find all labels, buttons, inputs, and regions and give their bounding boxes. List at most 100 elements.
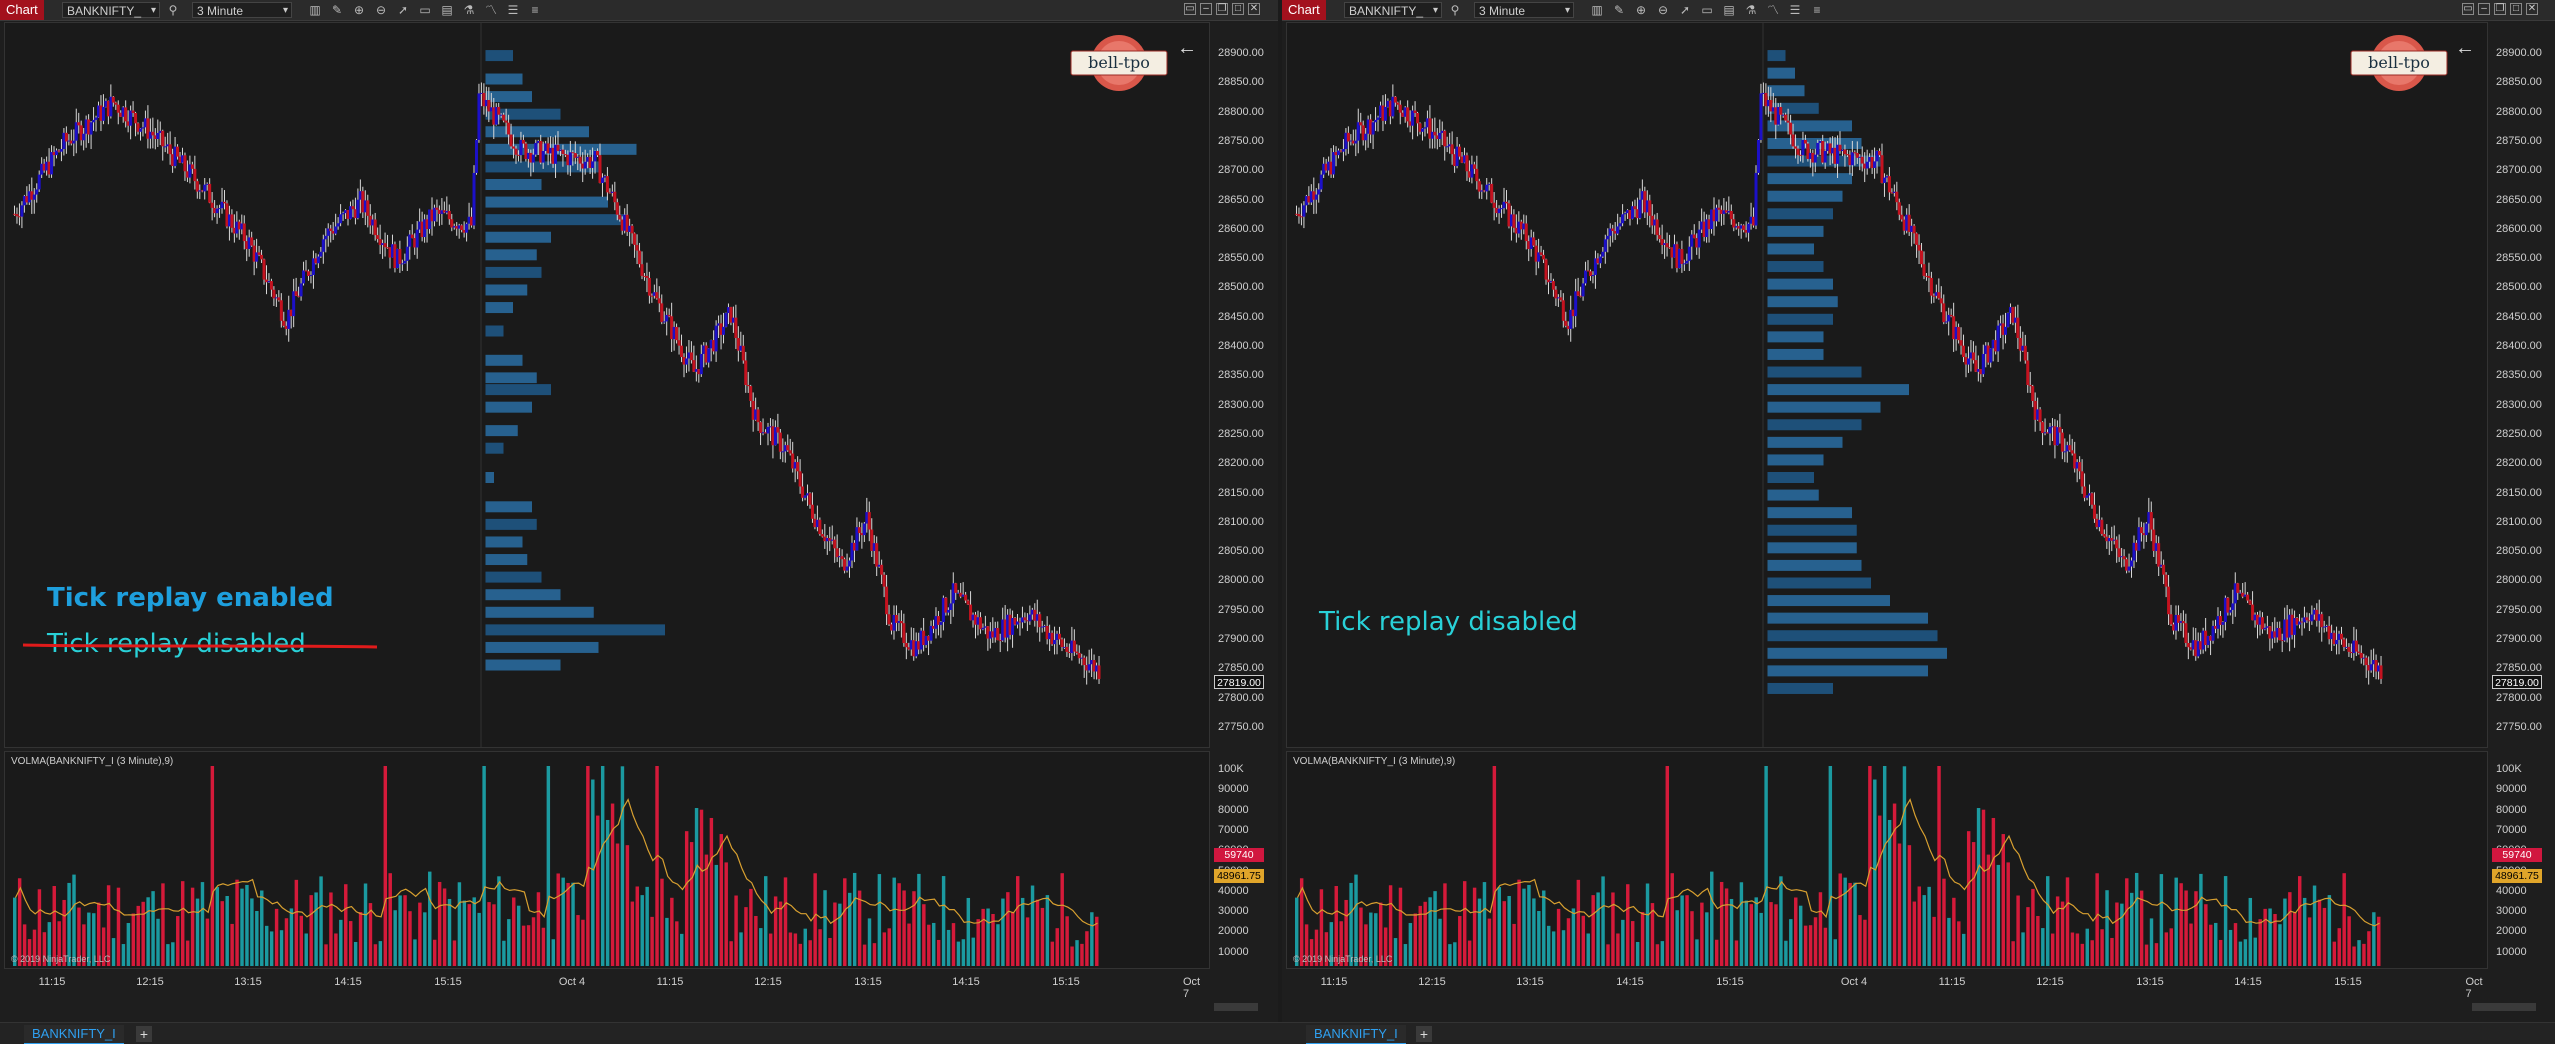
candle-body (2080, 471, 2084, 487)
templates-icon[interactable]: ▤ (1723, 3, 1735, 17)
properties-icon[interactable]: ☰ (507, 3, 519, 17)
price-tick-label: 28150.00 (1218, 486, 1264, 499)
volume-bar (1095, 916, 1099, 966)
minimize-icon[interactable]: – (2478, 3, 2490, 15)
list-icon[interactable]: ≡ (531, 3, 539, 17)
candle-body (1030, 609, 1034, 615)
profile-bar (1766, 277, 1834, 291)
volume-bar (1774, 904, 1778, 966)
price-tick-label: 28450.00 (2496, 310, 2542, 323)
price-panel[interactable]: bell-tpo ← Tick replay disabled (1286, 22, 2488, 748)
time-axis[interactable]: 11:15 12:15 13:15 14:15 15:15 Oct 4 11:15 12:15… (4, 972, 1210, 1000)
close-icon[interactable]: ✕ (1248, 3, 1260, 15)
search-icon[interactable]: ⚲ (168, 3, 178, 17)
candle-body (647, 277, 651, 296)
candle-body (1374, 119, 1378, 123)
minimize-icon[interactable]: – (1200, 3, 1212, 15)
candle-body (390, 244, 394, 258)
price-panel[interactable]: bell-tpo ← Tick replay enabled Tick repl… (4, 22, 1210, 748)
candle-body (1309, 191, 1313, 203)
volume-bar (1655, 944, 1660, 966)
volume-bar (477, 912, 481, 966)
close-icon[interactable]: ✕ (2526, 3, 2538, 15)
scrollbar[interactable] (2472, 1003, 2536, 1011)
tile-icon[interactable]: ▭ (2462, 3, 2474, 15)
volume-bar (47, 922, 52, 966)
zoom-in-icon[interactable]: ⊕ (1635, 3, 1647, 17)
volume-tick-label: 10000 (1218, 945, 1249, 958)
candle-body (1680, 248, 1684, 264)
strategies-icon[interactable]: ⚗ (463, 3, 475, 17)
zoom-out-icon[interactable]: ⊖ (375, 3, 387, 17)
candle-body (2347, 646, 2351, 652)
candle-body (1576, 291, 1580, 296)
candle-body (744, 360, 748, 385)
profile-bar (1766, 594, 1891, 608)
candle-body (1601, 251, 1605, 257)
draw-tool-icon[interactable]: ✎ (331, 3, 343, 17)
volume-bar (314, 892, 318, 966)
price-axis[interactable]: 28900.00 28850.00 28800.00 28750.00 28700.00… (1212, 22, 1266, 969)
volume-bar (1324, 932, 1329, 966)
add-tab-button[interactable]: + (136, 1026, 152, 1042)
candle-body (1016, 621, 1020, 625)
properties-icon[interactable]: ☰ (1789, 3, 1801, 17)
price-axis[interactable]: 28900.00 28850.00 28800.00 28750.00 28700.00… (2490, 22, 2544, 969)
bars-type-icon[interactable]: ▥ (1591, 3, 1603, 17)
volume-bar (77, 907, 81, 966)
restore-icon[interactable]: ❐ (2494, 3, 2506, 15)
instrument-select[interactable]: BANKNIFTY_ ▾ (1344, 2, 1442, 18)
zoom-in-icon[interactable]: ⊕ (353, 3, 365, 17)
pointer-icon[interactable]: ➚ (1679, 3, 1691, 17)
profile-bar (484, 49, 514, 63)
candle-body (848, 560, 852, 567)
pointer-icon[interactable]: ➚ (397, 3, 409, 17)
indicators-icon[interactable]: 〽 (484, 3, 497, 17)
candle-body (383, 243, 387, 248)
volume-bar (2204, 904, 2208, 966)
instrument-select[interactable]: BANKNIFTY_ ▾ (62, 2, 160, 18)
candle-body (1487, 183, 1491, 185)
volume-bar (675, 921, 679, 966)
chart-tab[interactable]: Chart (1282, 0, 1326, 20)
volume-bar (1030, 885, 1035, 966)
candle-body (1640, 191, 1644, 200)
data-box-icon[interactable]: ▭ (1701, 3, 1713, 17)
volume-bar (803, 928, 807, 966)
back-arrow-icon[interactable]: ← (2455, 37, 2475, 59)
volume-panel[interactable]: VOLMA(BANKNIFTY_I (3 Minute),9) © 2019 N… (1286, 751, 2488, 969)
tab-banknifty[interactable]: BANKNIFTY_I (24, 1025, 124, 1044)
time-axis[interactable]: 11:15 12:15 13:15 14:15 15:15 Oct 4 11:15 12:15… (1286, 972, 2488, 1000)
maximize-icon[interactable]: □ (1232, 3, 1244, 15)
add-tab-button[interactable]: + (1416, 1026, 1432, 1042)
interval-select[interactable]: 3 Minute ▾ (192, 2, 292, 18)
zoom-out-icon[interactable]: ⊖ (1657, 3, 1669, 17)
volume-bar (862, 944, 867, 966)
tab-banknifty[interactable]: BANKNIFTY_I (1306, 1025, 1406, 1044)
restore-icon[interactable]: ❐ (1216, 3, 1228, 15)
scrollbar[interactable] (1214, 1003, 1258, 1011)
indicators-icon[interactable]: 〽 (1766, 3, 1779, 17)
volume-bar (1957, 921, 1961, 966)
maximize-icon[interactable]: □ (2510, 3, 2522, 15)
back-arrow-icon[interactable]: ← (1177, 37, 1197, 59)
data-box-icon[interactable]: ▭ (419, 3, 431, 17)
profile-bar (484, 178, 543, 191)
tile-icon[interactable]: ▭ (1184, 3, 1196, 15)
list-icon[interactable]: ≡ (1813, 3, 1821, 17)
candle-body (353, 209, 357, 219)
strategies-icon[interactable]: ⚗ (1745, 3, 1757, 17)
candle-body (1403, 107, 1407, 117)
bars-type-icon[interactable]: ▥ (309, 3, 321, 17)
templates-icon[interactable]: ▤ (441, 3, 453, 17)
volume-panel[interactable]: VOLMA(BANKNIFTY_I (3 Minute),9) © 2019 N… (4, 751, 1210, 969)
search-icon[interactable]: ⚲ (1450, 3, 1460, 17)
volume-bar (1705, 912, 1709, 966)
draw-tool-icon[interactable]: ✎ (1613, 3, 1625, 17)
candle-body (2256, 614, 2260, 625)
candle-body (2172, 624, 2176, 631)
candle-body (87, 119, 91, 135)
chart-tab[interactable]: Chart (0, 0, 44, 20)
candle-body (1327, 161, 1331, 171)
interval-select[interactable]: 3 Minute ▾ (1474, 2, 1574, 18)
